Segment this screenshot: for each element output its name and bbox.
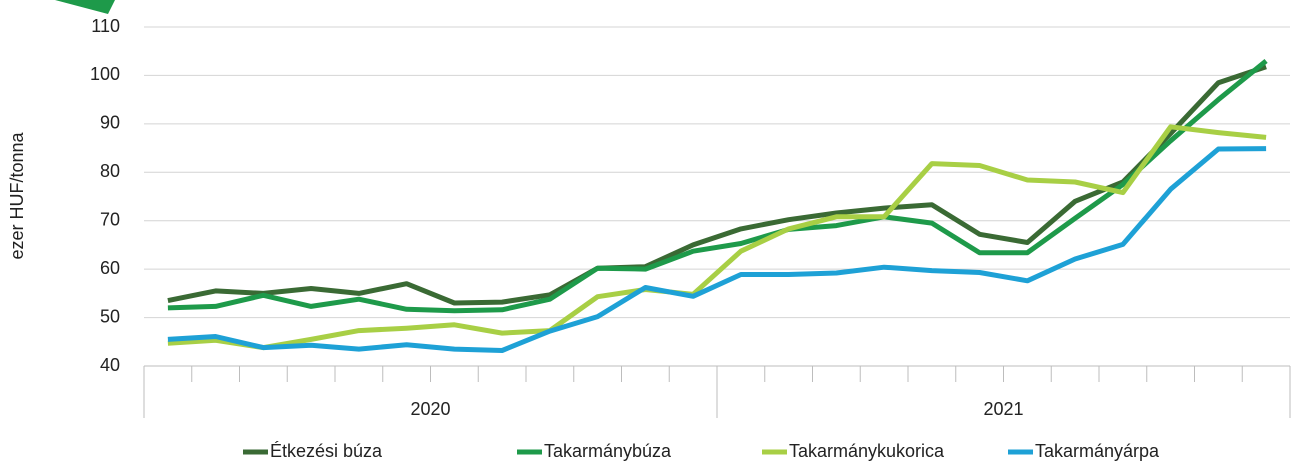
x-group-label: 2021: [983, 399, 1023, 419]
y-tick-label: 70: [100, 209, 120, 229]
x-group-label: 2020: [410, 399, 450, 419]
legend-label: Takarmányárpa: [1035, 441, 1160, 461]
y-tick-label: 50: [100, 306, 120, 326]
line-series: [167, 146, 1267, 353]
y-tick-label: 60: [100, 258, 120, 278]
line-series: [167, 64, 1267, 306]
legend-label: Takarmánybúza: [544, 441, 672, 461]
y-tick-label: 110: [91, 16, 120, 36]
y-tick-label: 40: [100, 355, 120, 375]
y-tick-label: 90: [100, 113, 120, 133]
y-tick-label: 100: [90, 64, 120, 84]
corner-decoration: [55, 0, 115, 14]
line-series: [167, 58, 1268, 314]
y-axis-label: ezer HUF/tonna: [7, 131, 27, 259]
legend-label: Étkezési búza: [270, 441, 383, 461]
line-series: [167, 124, 1267, 351]
legend-label: Takarmánykukorica: [789, 441, 945, 461]
y-tick-label: 80: [100, 161, 120, 181]
